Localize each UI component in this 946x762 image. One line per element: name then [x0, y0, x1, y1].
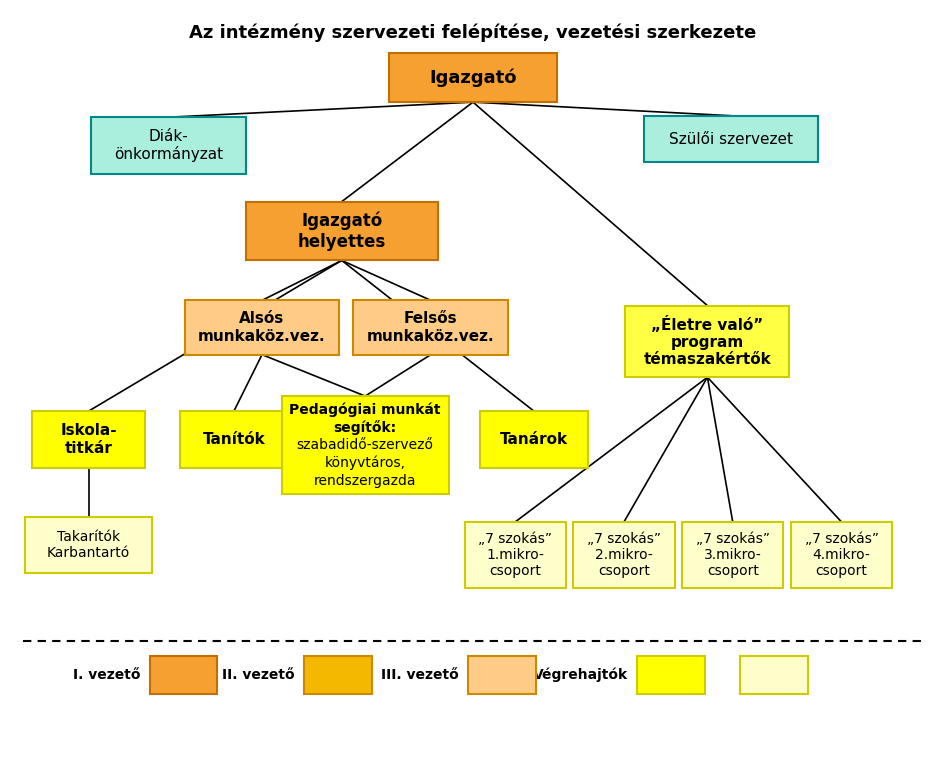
FancyBboxPatch shape: [32, 411, 145, 468]
Text: szabadidő-szervező: szabadidő-szervező: [297, 438, 433, 452]
Text: III. vezető: III. vezető: [381, 668, 459, 682]
FancyBboxPatch shape: [305, 656, 372, 693]
FancyBboxPatch shape: [389, 53, 557, 102]
FancyBboxPatch shape: [246, 202, 438, 261]
Text: „7 szokás”
2.mikro-
csoport: „7 szokás” 2.mikro- csoport: [587, 532, 661, 578]
FancyBboxPatch shape: [180, 411, 288, 468]
Text: I. vezető: I. vezető: [73, 668, 140, 682]
FancyBboxPatch shape: [26, 517, 152, 573]
Text: Takarítók
Karbantartó: Takarítók Karbantartó: [47, 530, 131, 560]
FancyBboxPatch shape: [282, 396, 448, 494]
FancyBboxPatch shape: [184, 300, 340, 354]
FancyBboxPatch shape: [468, 656, 535, 693]
Text: Az intézmény szervezeti felépítése, vezetési szerkezete: Az intézmény szervezeti felépítése, veze…: [189, 23, 757, 41]
Text: segítők:: segítők:: [334, 420, 396, 434]
Text: rendszergazda: rendszergazda: [314, 474, 416, 488]
FancyBboxPatch shape: [625, 306, 790, 377]
Text: Szülői szervezet: Szülői szervezet: [669, 132, 793, 146]
FancyBboxPatch shape: [740, 656, 808, 693]
Text: Végrehajtók: Végrehajtók: [533, 668, 628, 682]
FancyBboxPatch shape: [644, 116, 817, 162]
FancyBboxPatch shape: [464, 522, 566, 588]
Text: Igazgató: Igazgató: [429, 69, 517, 87]
FancyBboxPatch shape: [91, 117, 246, 174]
FancyBboxPatch shape: [637, 656, 705, 693]
FancyBboxPatch shape: [149, 656, 217, 693]
Text: Tanítók: Tanítók: [202, 432, 265, 447]
Text: Diák-
önkormányzat: Diák- önkormányzat: [114, 129, 223, 162]
FancyBboxPatch shape: [791, 522, 892, 588]
FancyBboxPatch shape: [573, 522, 674, 588]
FancyBboxPatch shape: [480, 411, 587, 468]
FancyBboxPatch shape: [354, 300, 508, 354]
Text: „7 szokás”
4.mikro-
csoport: „7 szokás” 4.mikro- csoport: [804, 532, 879, 578]
Text: Iskola-
titkár: Iskola- titkár: [61, 423, 117, 456]
FancyBboxPatch shape: [682, 522, 783, 588]
Text: Alsós
munkaköz.vez.: Alsós munkaköz.vez.: [199, 312, 325, 344]
Text: Tanárok: Tanárok: [499, 432, 568, 447]
Text: Pedagógiai munkát: Pedagógiai munkát: [289, 402, 441, 417]
Text: II. vezető: II. vezető: [222, 668, 295, 682]
Text: „Életre való”
program
témaszakértők: „Életre való” program témaszakértők: [643, 315, 771, 367]
Text: könyvtáros,: könyvtáros,: [324, 456, 406, 470]
Text: Igazgató
helyettes: Igazgató helyettes: [298, 211, 386, 251]
Text: „7 szokás”
3.mikro-
csoport: „7 szokás” 3.mikro- csoport: [695, 532, 770, 578]
Text: Felsős
munkaköz.vez.: Felsős munkaköz.vez.: [367, 312, 495, 344]
Text: „7 szokás”
1.mikro-
csoport: „7 szokás” 1.mikro- csoport: [478, 532, 552, 578]
